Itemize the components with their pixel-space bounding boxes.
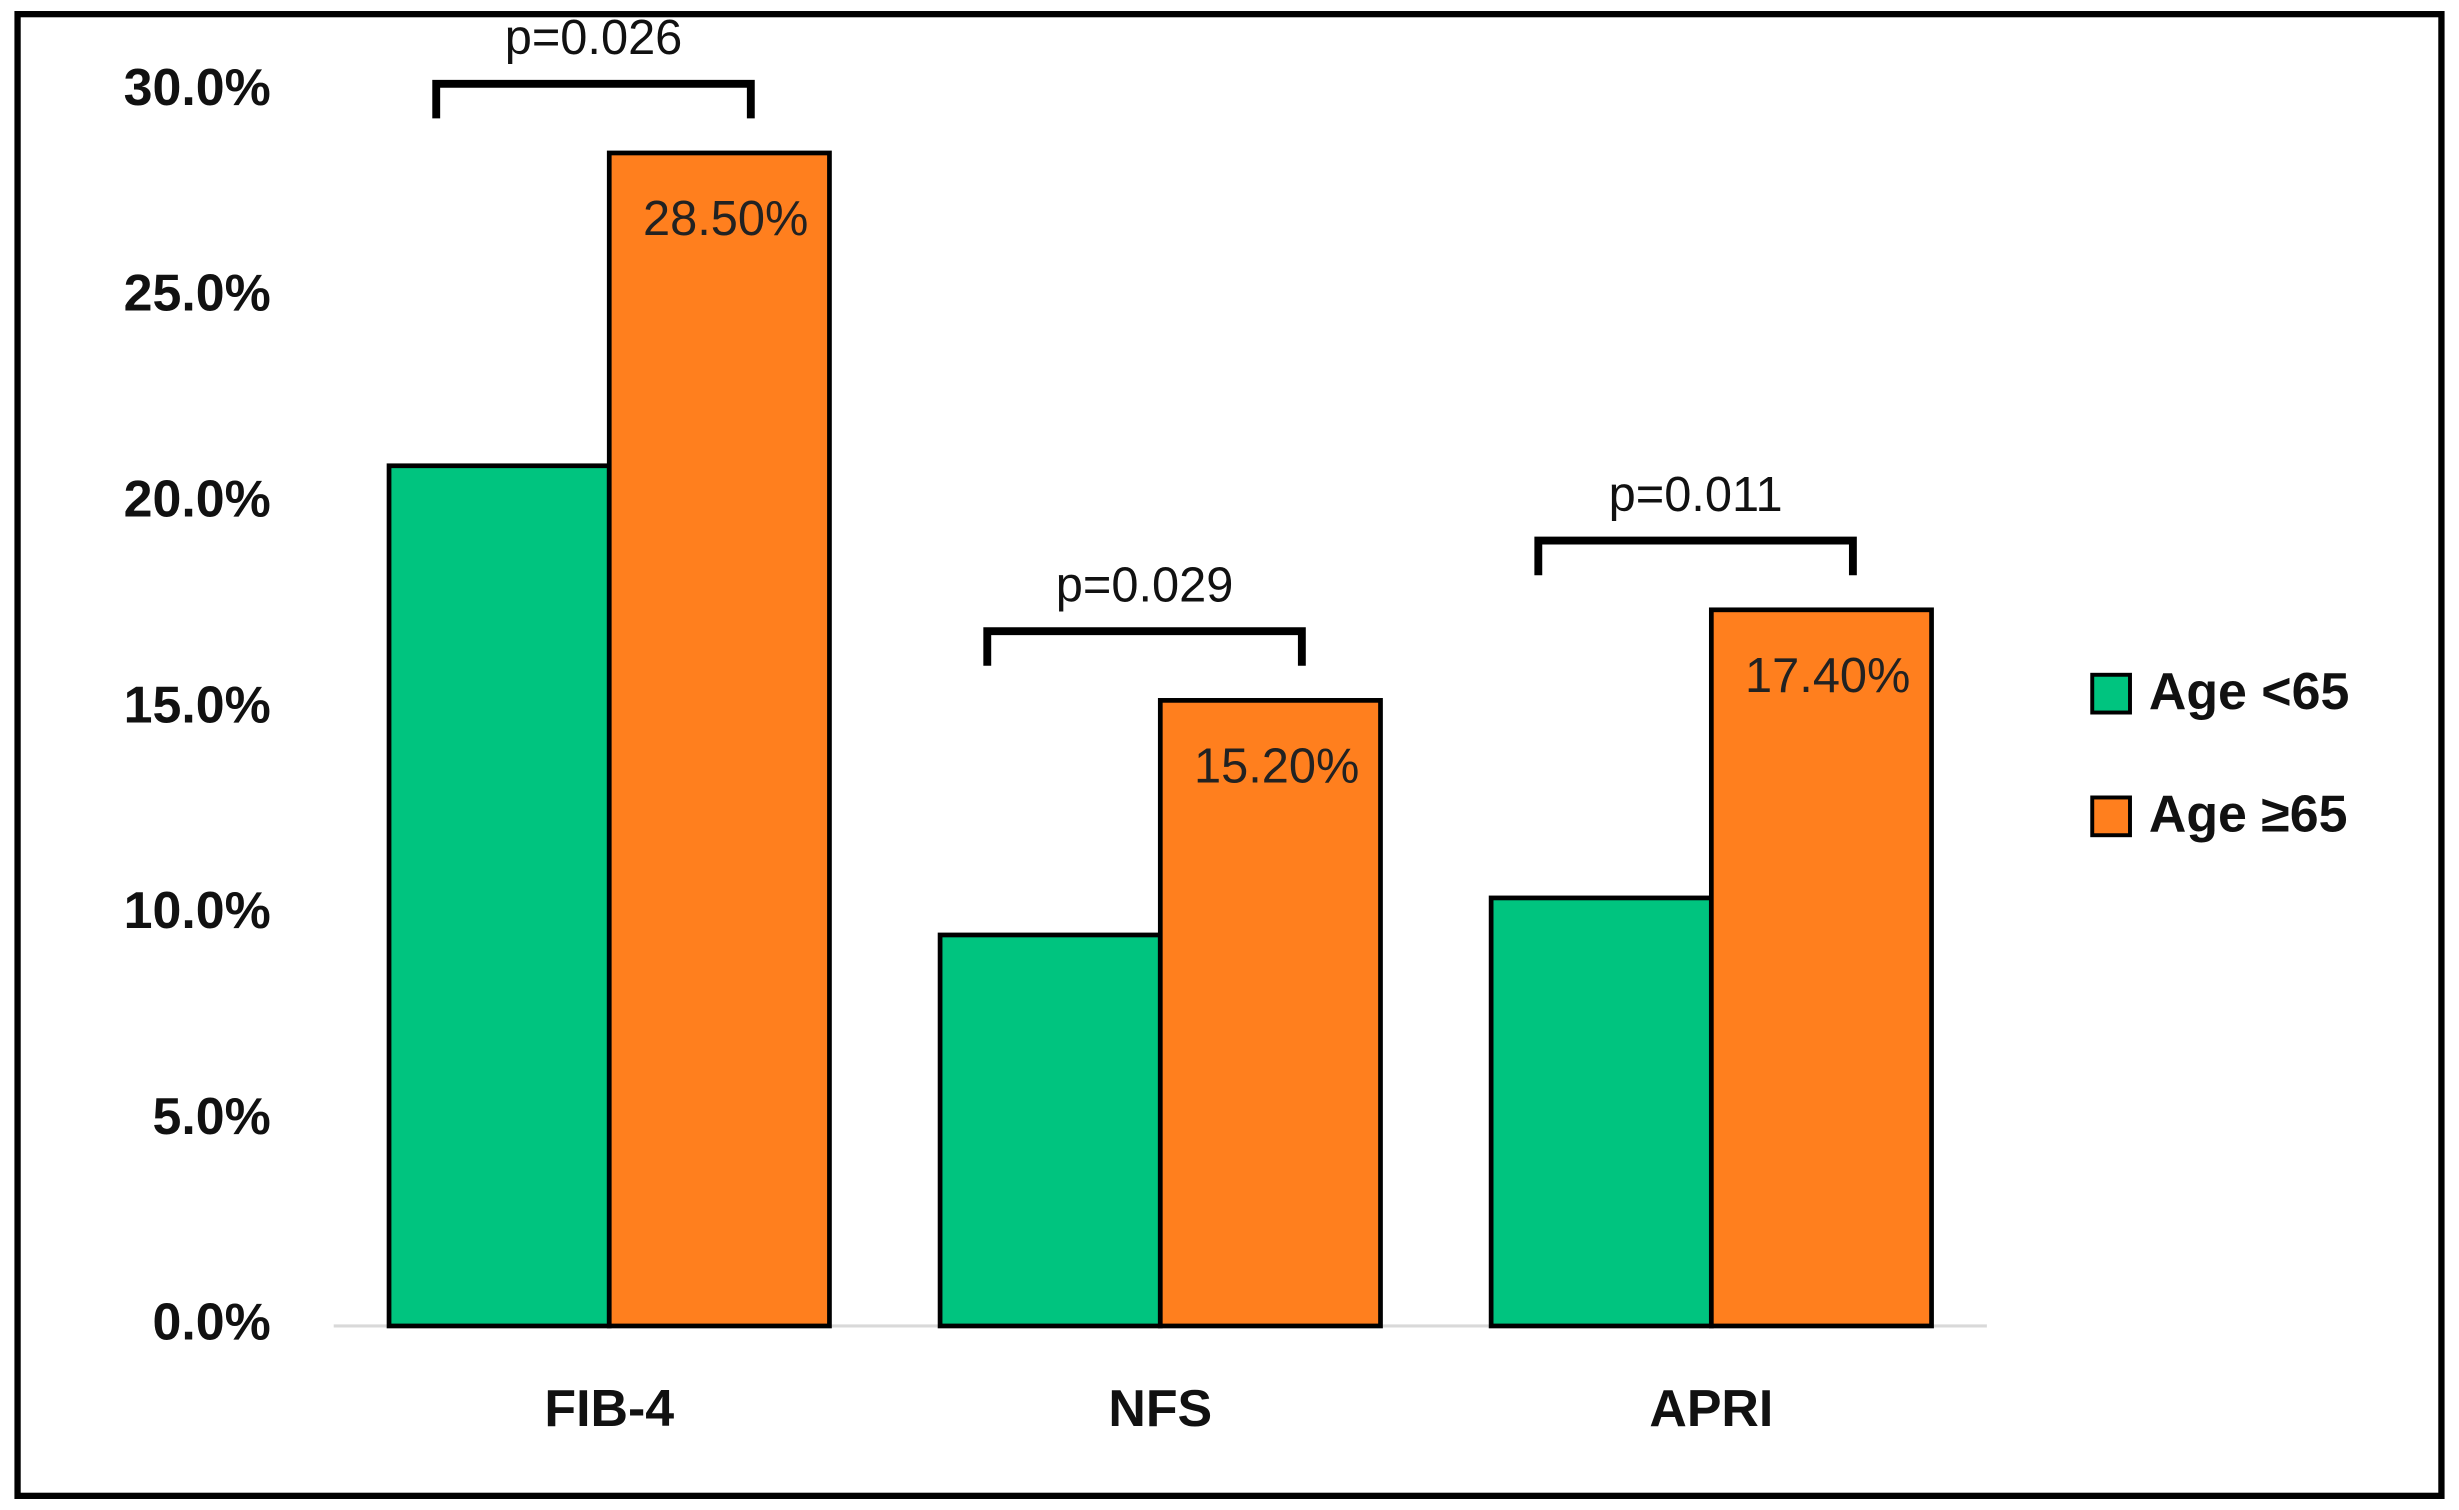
p-value: p=0.011 [1609, 468, 1783, 522]
value-label: 17.40% [1745, 649, 1910, 703]
x-tick-label: FIB-4 [544, 1379, 674, 1437]
value-label: 15.20% [1194, 739, 1359, 793]
bar [606, 150, 832, 1329]
bar [1157, 698, 1383, 1329]
y-tick-label: 30.0% [124, 58, 271, 116]
significance-bracket [983, 627, 1306, 666]
bar [386, 463, 612, 1329]
legend-swatch [2090, 672, 2132, 715]
legend-swatch [2090, 795, 2132, 838]
y-tick-label: 10.0% [124, 881, 271, 939]
y-tick-label: 0.0% [153, 1293, 271, 1351]
bar [1708, 607, 1934, 1329]
y-tick-label: 5.0% [153, 1087, 271, 1145]
bar [937, 932, 1163, 1329]
p-value: p=0.026 [505, 11, 683, 65]
x-tick-label: APRI [1649, 1379, 1773, 1437]
x-tick-label: NFS [1108, 1379, 1212, 1437]
significance-bracket [432, 79, 755, 119]
y-tick-label: 20.0% [124, 470, 271, 528]
p-value: p=0.029 [1056, 559, 1234, 613]
value-label: 28.50% [643, 192, 808, 246]
significance-bracket [1534, 536, 1857, 576]
y-tick-label: 15.0% [124, 675, 271, 733]
bar [1488, 895, 1714, 1329]
y-tick-label: 25.0% [124, 264, 271, 322]
legend-label: Age ≥65 [2149, 785, 2348, 843]
legend-label: Age <65 [2149, 662, 2349, 720]
